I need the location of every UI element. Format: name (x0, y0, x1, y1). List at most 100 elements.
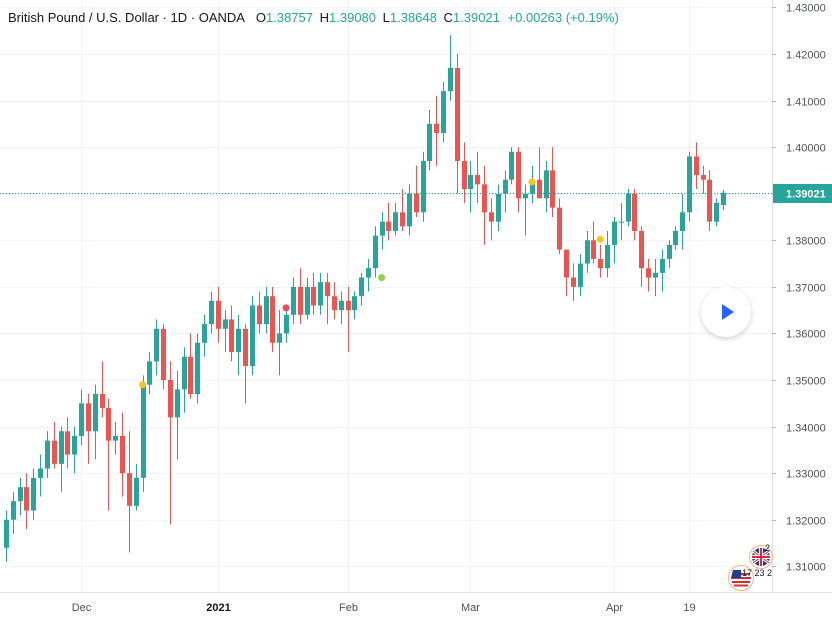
price-tick-label: 1.34000 (786, 423, 826, 435)
symbol-title[interactable]: British Pound / U.S. Dollar · 1D · OANDA (8, 10, 245, 25)
candle (52, 421, 57, 469)
candle (72, 426, 77, 474)
candle (707, 170, 712, 231)
us-flag-icon[interactable] (728, 565, 754, 591)
candle (694, 142, 699, 190)
candle (701, 165, 706, 194)
candle (311, 272, 316, 315)
close-label: C (443, 10, 453, 25)
candle (182, 347, 187, 413)
candle (516, 147, 521, 213)
open-value: 1.38757 (266, 10, 313, 25)
candle (93, 384, 98, 460)
candle (161, 324, 166, 390)
event-marker[interactable] (378, 274, 386, 282)
time-tick-label: Feb (339, 602, 358, 614)
high-value: 1.39080 (329, 10, 377, 25)
time-tick-label: 2021 (206, 602, 230, 614)
price-tick-label: 1.37000 (786, 283, 826, 295)
candle (496, 184, 501, 231)
candle (168, 361, 173, 525)
event-marker[interactable] (596, 235, 604, 243)
time-tick-label: Mar (461, 602, 480, 614)
candle (11, 491, 16, 534)
candle (127, 431, 132, 553)
candle (236, 314, 241, 376)
price-tick-label: 1.38000 (786, 236, 826, 248)
candle (386, 202, 391, 241)
candle (175, 370, 180, 460)
candle (264, 286, 269, 334)
event-marker[interactable] (139, 381, 147, 389)
low-value: 1.38648 (389, 10, 437, 25)
candle (346, 286, 351, 353)
candle (38, 454, 43, 497)
time-axis[interactable]: Dec 2021 Feb Mar Apr 19 (72, 602, 696, 614)
candle (195, 333, 200, 404)
price-tick-label: 1.43000 (786, 3, 826, 15)
candle (509, 147, 514, 185)
candle (441, 81, 446, 143)
high-label: H (319, 10, 330, 25)
candle (298, 268, 303, 325)
candle (414, 165, 419, 217)
candle (605, 230, 610, 278)
svg-text:1.39021: 1.39021 (786, 189, 826, 201)
candle (270, 286, 275, 353)
candle (462, 142, 467, 203)
candle (448, 35, 453, 101)
candle (591, 221, 596, 264)
price-tick-label: 1.31000 (786, 562, 826, 574)
candle (120, 412, 125, 497)
event-markers (139, 178, 604, 389)
play-button[interactable] (701, 287, 751, 337)
candle (639, 226, 644, 287)
candle (86, 394, 91, 464)
candle (421, 151, 426, 222)
candle (537, 147, 542, 199)
candle (373, 226, 378, 278)
candle (455, 53, 460, 194)
price-tick-label: 1.33000 (786, 469, 826, 481)
candle (632, 189, 637, 241)
price-tick-label: 1.40000 (786, 143, 826, 155)
candle (366, 258, 371, 292)
candle (619, 202, 624, 241)
close-value: 1.39021 (452, 10, 500, 25)
candle (578, 254, 583, 297)
candle (393, 202, 398, 236)
candle (154, 319, 159, 376)
candle (223, 310, 228, 353)
candle (721, 189, 726, 211)
candle (352, 291, 357, 320)
candle (188, 333, 193, 399)
time-tick-label: Dec (72, 602, 92, 614)
candle (434, 95, 439, 166)
candle (544, 161, 549, 213)
candle (257, 291, 262, 334)
event-marker[interactable] (282, 304, 290, 312)
candle (475, 151, 480, 203)
price-tick-label: 1.36000 (786, 329, 826, 341)
candle (65, 417, 70, 469)
candle (59, 426, 64, 492)
candle (229, 305, 234, 362)
candle (714, 198, 719, 227)
last-price-label: 1.39021 (773, 184, 832, 203)
candle (106, 398, 111, 511)
candle (482, 165, 487, 245)
candle (380, 212, 385, 250)
event-marker[interactable] (528, 178, 536, 186)
price-tick-label: 1.32000 (786, 516, 826, 528)
candle (209, 291, 214, 334)
low-label: L (382, 10, 390, 25)
candle (305, 277, 310, 320)
price-axis[interactable]: 1.31000 1.32000 1.33000 1.34000 1.35000 1.360… (772, 3, 826, 574)
candle (79, 389, 84, 446)
candle (250, 296, 255, 376)
candle (564, 249, 569, 297)
uk-flag-icon[interactable] (749, 545, 773, 569)
candle (100, 361, 105, 418)
candle (468, 161, 473, 213)
